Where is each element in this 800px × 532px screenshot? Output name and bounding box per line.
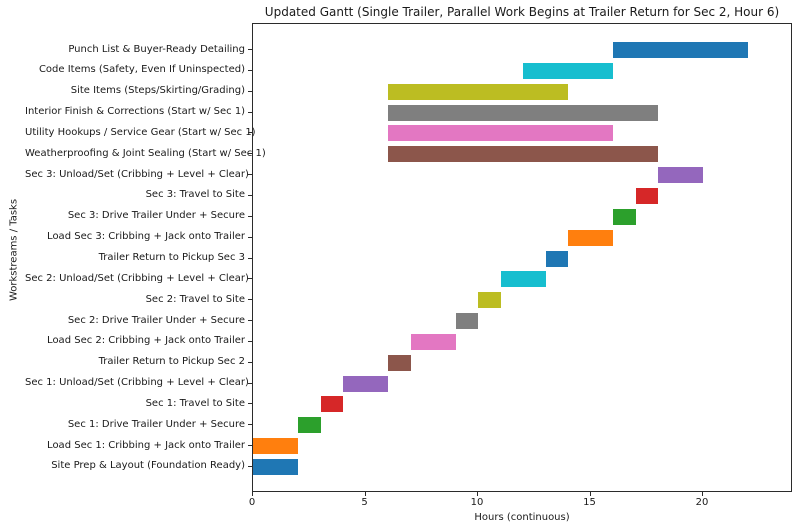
x-tick-label: 20 (695, 497, 709, 508)
x-tick-mark (477, 492, 478, 496)
gantt-bar (320, 396, 343, 413)
gantt-bar (388, 104, 658, 121)
y-tick-label: Utility Hookups / Service Gear (Start w/… (25, 126, 256, 138)
x-tick-label: 0 (248, 497, 256, 508)
gantt-bar (613, 42, 748, 59)
plot-area (252, 23, 792, 492)
y-tick-label: Trailer Return to Pickup Sec 3 (98, 252, 245, 263)
y-tick-label: Sec 1: Drive Trailer Under + Secure (67, 418, 245, 430)
y-tick-label: Load Sec 3: Cribbing + Jack onto Trailer (47, 231, 245, 243)
x-tick-mark (702, 492, 703, 496)
y-tick-label: Sec 2: Drive Trailer Under + Secure (67, 314, 245, 326)
y-tick-label: Punch List & Buyer-Ready Detailing (68, 43, 245, 55)
gantt-bar (410, 333, 456, 350)
x-tick-label: 15 (583, 497, 596, 508)
x-axis-label: Hours (continuous) (474, 512, 570, 523)
gantt-bar (635, 187, 658, 204)
y-tick-label: Trailer Return to Pickup Sec 2 (98, 356, 245, 368)
y-tick-label: Sec 2: Unload/Set (Cribbing + Level + Cl… (25, 272, 249, 284)
x-tick-mark (589, 492, 591, 496)
x-tick-mark (364, 492, 366, 496)
x-tick-label: 5 (361, 497, 368, 508)
gantt-bar (298, 417, 321, 434)
y-tick-mark (248, 257, 252, 259)
y-tick-mark (248, 361, 252, 363)
gantt-bar (388, 146, 658, 163)
gantt-bar (658, 167, 703, 184)
y-tick-mark (248, 90, 252, 92)
y-tick-label: Site Items (Steps/Skirting/Grading) (70, 85, 245, 97)
gantt-bar (500, 271, 546, 288)
x-tick-mark (252, 492, 253, 496)
gantt-bar (388, 83, 568, 100)
y-tick-label: Sec 1: Travel to Site (145, 397, 245, 409)
gantt-bar (253, 438, 298, 455)
y-tick-mark (248, 194, 252, 196)
y-tick-mark (248, 132, 252, 134)
x-tick-label: 10 (470, 497, 484, 508)
y-tick-mark (248, 236, 252, 238)
y-tick-mark (248, 465, 252, 467)
y-tick-label: Sec 2: Travel to Site (145, 293, 245, 305)
y-tick-mark (248, 340, 252, 342)
gantt-bar (523, 62, 613, 79)
y-tick-mark (248, 299, 252, 301)
chart-title: Updated Gantt (Single Trailer, Parallel … (264, 5, 780, 19)
y-tick-label: Load Sec 2: Cribbing + Jack onto Trailer (47, 335, 245, 347)
gantt-bar (388, 125, 613, 142)
y-tick-mark (248, 403, 252, 405)
gantt-bar (343, 375, 388, 392)
y-tick-label: Site Prep & Layout (Foundation Ready) (51, 460, 245, 472)
y-tick-mark (248, 153, 252, 155)
y-tick-mark (248, 278, 252, 280)
gantt-bar (478, 292, 501, 309)
y-axis-label: Workstreams / Tasks (8, 198, 20, 302)
gantt-bar (388, 354, 411, 371)
y-tick-label: Weatherproofing & Joint Sealing (Start w… (25, 147, 266, 159)
y-tick-label: Sec 3: Drive Trailer Under + Secure (67, 210, 245, 222)
y-tick-mark (248, 111, 252, 113)
y-tick-mark (248, 382, 252, 384)
y-tick-mark (248, 320, 252, 322)
y-tick-label: Sec 3: Travel to Site (145, 189, 245, 201)
y-tick-mark (248, 69, 252, 71)
gantt-bar (568, 229, 613, 246)
y-tick-label: Interior Finish & Corrections (Start w/ … (25, 106, 246, 118)
y-tick-label: Sec 3: Unload/Set (Cribbing + Level + Cl… (25, 168, 249, 180)
y-tick-mark (248, 424, 252, 426)
gantt-bar (455, 313, 478, 330)
y-tick-mark (248, 174, 252, 176)
y-tick-label: Sec 1: Unload/Set (Cribbing + Level + Cl… (25, 377, 249, 389)
gantt-bar (545, 250, 568, 267)
y-tick-label: Load Sec 1: Cribbing + Jack onto Trailer (47, 439, 245, 451)
y-tick-mark (248, 445, 252, 447)
y-tick-label: Code Items (Safety, Even If Uninspected) (38, 64, 245, 76)
gantt-bar (613, 208, 636, 225)
y-tick-mark (248, 49, 252, 51)
gantt-bar (253, 458, 298, 475)
y-tick-mark (248, 215, 252, 217)
